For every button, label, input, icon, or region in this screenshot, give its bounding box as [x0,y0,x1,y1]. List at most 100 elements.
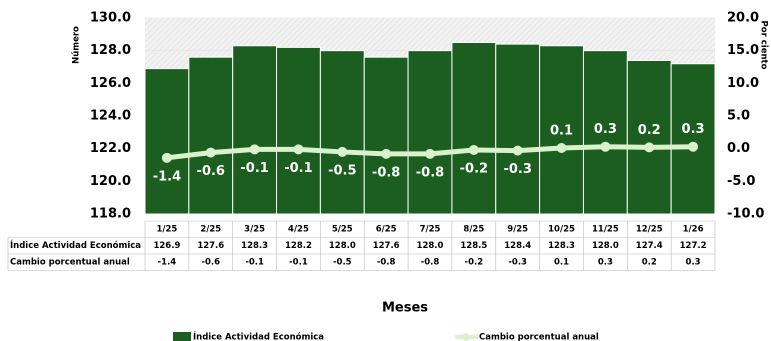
line-marker [425,148,435,159]
table-cell: 128.3 [548,241,575,251]
bar [451,42,497,215]
bar [495,43,541,215]
data-label: -0.2 [460,161,488,176]
x-tick-label: 12/25 [636,225,663,235]
bar [188,56,234,215]
table-cell: 128.0 [329,241,356,251]
table-cell: 128.5 [460,241,487,251]
y2-tick-label: 15.0 [727,43,759,58]
y-tick-label: 124.0 [90,109,131,124]
x-tick-label: 4/25 [288,225,309,235]
data-label: 0.2 [638,123,661,138]
data-label: 0.3 [594,122,617,137]
line-marker [512,145,523,156]
line-marker [381,148,392,159]
x-tick-label: 11/25 [592,225,619,235]
y-tick-label: 130.0 [90,11,131,26]
table-cell: -0.1 [245,258,264,268]
line-marker [293,144,304,155]
table-cell: 128.2 [285,241,312,251]
table-row-header: Índice Actividad Económica [10,239,141,251]
y-tick-label: 126.0 [90,76,131,91]
data-label: -0.8 [416,165,444,180]
data-label: -0.1 [240,161,268,176]
line-marker [556,143,567,154]
bar [626,59,672,215]
data-label: 0.3 [682,122,705,137]
x-tick-label: 1/25 [156,225,177,235]
data-label: -0.5 [328,163,356,178]
table-cell: -0.2 [465,258,484,268]
bar [582,50,628,215]
line-marker [600,141,611,152]
bar [144,68,190,215]
x-tick-label: 1/26 [683,225,704,235]
table-cell: -0.6 [201,258,220,268]
table-cell: 0.3 [598,258,613,268]
bar [670,63,716,215]
y-tick-label: 120.0 [90,174,131,189]
line-marker [161,152,172,163]
data-label: -0.3 [503,162,531,177]
data-label: -1.4 [153,169,181,184]
table-cell: 128.3 [241,241,268,251]
y-tick-label: 122.0 [90,141,131,156]
x-tick-label: 5/25 [332,225,353,235]
x-axis-label: Meses [382,301,428,316]
table-cell: 128.0 [417,241,444,251]
x-tick-label: 7/25 [420,225,441,235]
table-row-header: Cambio porcentual anual [10,258,130,268]
table-cell: 0.3 [686,258,701,268]
y2-axis-label: Por ciento [759,21,769,70]
y2-tick-label: -5.0 [727,174,755,189]
bar [232,45,278,215]
table-cell: 127.4 [636,241,663,251]
bar [407,50,453,215]
y2-tick-label: 10.0 [727,76,759,91]
bar [276,46,321,215]
legend-swatch [462,333,470,341]
table-cell: -0.8 [377,258,396,268]
data-label: 0.1 [550,124,573,139]
legend-label: Índice Actividad Económica [193,331,324,341]
table-cell: 127.6 [373,241,400,251]
table-cell: 0.1 [554,258,569,268]
y-tick-label: 118.0 [90,207,131,222]
y2-tick-label: 0.0 [727,141,750,156]
x-tick-label: 8/25 [463,225,484,235]
data-label: -0.8 [372,165,400,180]
y-tick-label: 128.0 [90,43,131,58]
table-cell: -0.1 [289,258,308,268]
data-label: -0.6 [197,164,225,179]
line-marker [644,142,655,153]
y2-tick-label: -10.0 [727,207,764,222]
table-cell: -0.8 [421,258,440,268]
x-tick-label: 9/25 [507,225,528,235]
x-tick-label: 3/25 [244,225,265,235]
table-cell: 127.2 [680,241,707,251]
line-marker [249,144,260,155]
table-cell: -1.4 [158,258,177,268]
table-cell: 126.9 [153,241,180,251]
table-cell: -0.5 [333,258,352,268]
y2-tick-label: 20.0 [727,11,759,26]
table-cell: 0.2 [642,258,657,268]
table-cell: 127.6 [197,241,224,251]
line-marker [337,146,348,157]
data-label: -0.1 [284,161,312,176]
x-tick-label: 10/25 [548,225,575,235]
y-axis-label: Número [72,26,82,64]
line-marker [205,147,216,158]
x-tick-label: 6/25 [376,225,397,235]
line-marker [688,141,699,152]
table-cell: -0.3 [508,258,527,268]
legend-swatch [173,332,191,341]
legend-label: Cambio porcentual anual [479,333,599,341]
y2-tick-label: 5.0 [727,109,750,124]
line-marker [468,144,479,155]
x-tick-label: 2/25 [200,225,221,235]
table-cell: 128.4 [504,241,531,251]
table-cell: 128.0 [592,241,619,251]
bar [363,56,409,215]
